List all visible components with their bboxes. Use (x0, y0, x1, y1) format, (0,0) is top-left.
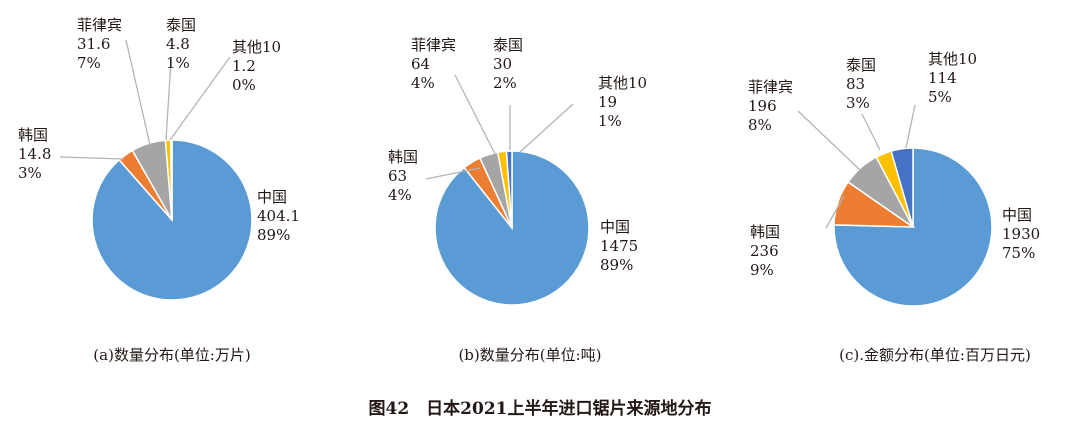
slice-label-value: 1930 (1002, 225, 1040, 243)
slice-label-name: 其他10 (598, 74, 647, 92)
slice-label: 泰国 83 3% (846, 56, 876, 112)
leader-line (825, 195, 845, 229)
slice-label-name: 中国 (600, 218, 630, 236)
leader-line (425, 167, 481, 180)
chart-caption-b: (b)数量分布(单位:吨) (458, 346, 601, 364)
slice-label-percent: 75% (1002, 244, 1035, 262)
slice-label: 其他10 114 5% (928, 50, 977, 106)
slice-label-value: 4.8 (166, 35, 190, 53)
slice-label: 其他10 19 1% (598, 74, 647, 130)
slice-label-percent: 0% (232, 76, 256, 94)
slice-label-value: 14.8 (18, 145, 51, 163)
slice-label: 韩国 236 9% (750, 223, 780, 279)
leader-line (59, 156, 125, 160)
slice-label: 中国 1930 75% (1002, 206, 1040, 262)
pie-chart-b: 中国 1475 89%韩国 63 4%菲律宾 64 4%泰国 30 2% 其他10 19 1% (388, 36, 647, 306)
slice-label-percent: 2% (493, 74, 517, 92)
slice-label-value: 30 (493, 55, 512, 73)
pie-chart-a: 中国 404.1 89% 韩国 14.8 3% 菲律宾 31.6 7% 泰国 4.8 1% 其他10 1.… (18, 16, 300, 301)
slice-label-name: 韩国 (18, 126, 48, 144)
slice-label-name: 泰国 (166, 16, 196, 34)
leader-line (519, 103, 574, 153)
slice-label-percent: 1% (166, 54, 190, 72)
slice-label-value: 64 (411, 55, 430, 73)
slice-label: 韩国 14.8 3% (18, 126, 51, 182)
slice-label: 中国 404.1 89% (257, 188, 300, 244)
slice-label-percent: 89% (257, 226, 290, 244)
slice-label: 中国 1475 89% (600, 218, 638, 274)
leader-line (905, 104, 916, 149)
slice-label-percent: 89% (600, 256, 633, 274)
chart-caption-c: (c).金额分布(单位:百万日元) (839, 346, 1031, 364)
slice-label: 菲律宾 64 4% (411, 36, 456, 92)
slice-label-value: 19 (598, 93, 617, 111)
figure-caption: 图42 日本2021上半年进口锯片来源地分布 (369, 398, 712, 419)
slice-label-value: 63 (388, 167, 407, 185)
slice-label-percent: 4% (388, 186, 412, 204)
slice-label-percent: 3% (18, 164, 42, 182)
slice-label-value: 196 (748, 97, 777, 115)
slice-label-value: 1475 (600, 237, 638, 255)
slice-label: 菲律宾 31.6 7% (77, 16, 122, 72)
slice-label-name: 韩国 (388, 148, 418, 166)
slice-label-name: 菲律宾 (77, 16, 122, 34)
pie-slice-other (505, 150, 513, 229)
slice-label: 泰国 30 2% (493, 36, 523, 92)
slice-label-percent: 9% (750, 261, 774, 279)
slice-label-name: 泰国 (493, 36, 523, 54)
slice-label-percent: 5% (928, 88, 952, 106)
pie-slice-other (890, 147, 914, 228)
slice-label-value: 236 (750, 242, 779, 260)
slice-label-name: 菲律宾 (748, 78, 793, 96)
slice-label: 泰国 4.8 1% (166, 16, 196, 72)
slice-label-percent: 7% (77, 54, 101, 72)
slice-label-percent: 4% (411, 74, 435, 92)
slice-label-name: 中国 (257, 188, 287, 206)
chart-caption-a: (a)数量分布(单位:万片) (93, 346, 250, 364)
slice-label-value: 83 (846, 75, 865, 93)
slice-label-name: 其他10 (928, 50, 977, 68)
slice-label-value: 1.2 (232, 57, 256, 75)
pie-chart-c: 中国 1930 75% 韩国 236 9% 菲律宾 196 8% 泰国 83 3% 其他10 114 5% (748, 50, 1040, 307)
slice-label: 菲律宾 196 8% (748, 78, 793, 134)
slice-label-percent: 3% (846, 94, 870, 112)
slice-label-name: 其他10 (232, 38, 281, 56)
slice-label: 其他10 1.2 0% (232, 38, 281, 94)
slice-label: 韩国 63 4% (388, 148, 418, 204)
slice-label-name: 中国 (1002, 206, 1032, 224)
leader-line (165, 59, 172, 141)
slice-label-name: 泰国 (846, 56, 876, 74)
slice-label-percent: 8% (748, 116, 772, 134)
leader-line (454, 74, 496, 155)
leader-line (861, 113, 881, 151)
leader-line (797, 110, 861, 171)
slice-label-value: 31.6 (77, 35, 110, 53)
slice-label-percent: 1% (598, 112, 622, 130)
leader-line (125, 39, 151, 146)
leader-line (169, 56, 231, 141)
slice-label-name: 韩国 (750, 223, 780, 241)
slice-label-value: 114 (928, 69, 957, 87)
slice-label-value: 404.1 (257, 207, 300, 225)
slice-label-name: 菲律宾 (411, 36, 456, 54)
